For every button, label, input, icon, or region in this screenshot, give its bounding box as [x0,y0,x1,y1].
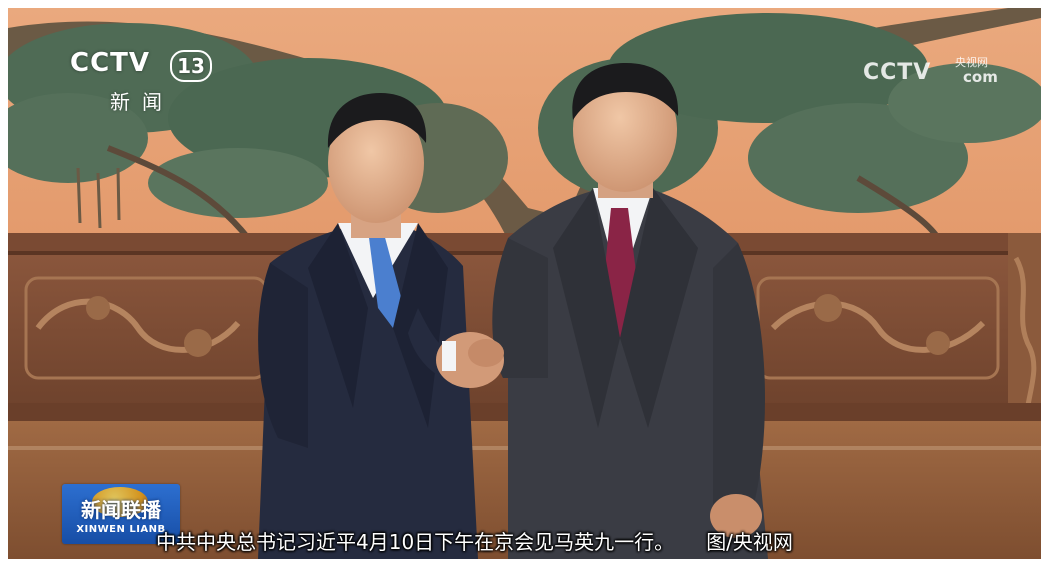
channel-number: 13 [170,50,212,82]
news-photo-frame: CCTV 13 新闻 CCTV 央视网 com 新闻联播 XINWEN LIAN… [8,8,1041,559]
channel-subtitle: 新闻 [110,90,174,114]
globe-icon [92,487,148,517]
left-man [258,93,478,559]
right-man [492,63,768,559]
program-pinyin: XINWEN LIANB [76,524,166,535]
channel-brand: CCTV [70,48,151,78]
xinwen-lianbo-logo: 新闻联播 XINWEN LIANB [62,484,180,544]
photo-caption: 中共中央总书记习近平4月10日下午在京会见马英九一行。 图/央视网 [156,527,793,557]
watermark-site: 央视网 [955,56,988,69]
photo-scene [8,8,1041,559]
watermark-suffix: com [963,68,998,86]
caption-text: 中共中央总书记习近平4月10日下午在京会见马英九一行。 [156,530,675,554]
photo-credit: 图/央视网 [706,530,793,554]
handshake [436,332,504,388]
program-title: 新闻联播 [81,498,161,522]
cctv-com-watermark: CCTV 央视网 com [863,48,1013,98]
cctv13-logo: CCTV 13 新闻 [70,48,260,118]
watermark-brand: CCTV [863,60,932,85]
